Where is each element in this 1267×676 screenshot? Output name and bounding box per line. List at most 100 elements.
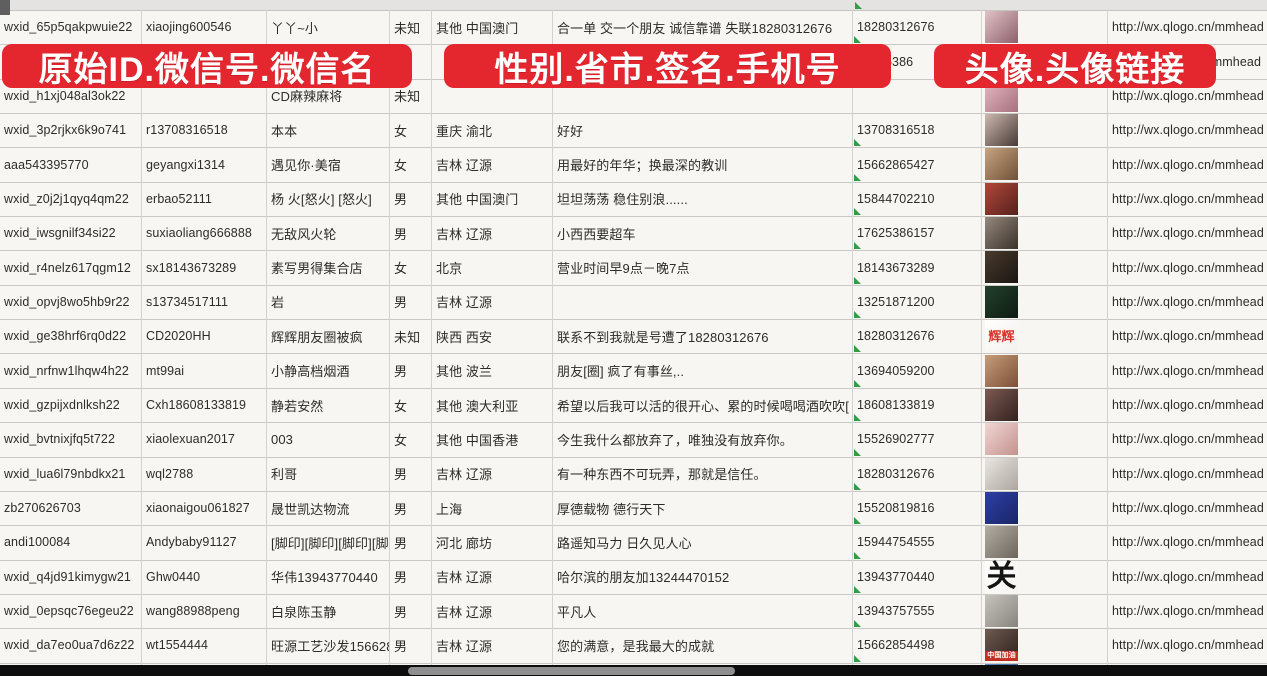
cell-gender[interactable]: 男: [390, 284, 432, 320]
cell-nickname[interactable]: 素写男得集合店: [267, 250, 390, 285]
cell-gender[interactable]: 男: [390, 216, 432, 251]
cell-original-id[interactable]: wxid_lua6l79nbdkx21: [0, 456, 142, 491]
cell-original-id[interactable]: wxid_iwsgnilf34si22: [0, 216, 142, 251]
cell-phone[interactable]: 18143673289: [853, 250, 982, 285]
cell-phone[interactable]: 15662854498: [853, 628, 982, 663]
cell-original-id[interactable]: wxid_z0j2j1qyq4qm22: [0, 181, 142, 217]
cell-gender[interactable]: 女: [390, 250, 432, 285]
cell-gender[interactable]: 男: [390, 525, 432, 560]
cell-region[interactable]: 吉林 辽源: [432, 593, 553, 629]
cell-nickname[interactable]: 丫丫~小: [267, 10, 390, 45]
cell-avatar[interactable]: [982, 147, 1108, 182]
cell-avatar-link[interactable]: http://wx.qlogo.cn/mmhead: [1108, 491, 1267, 525]
cell-avatar[interactable]: [982, 387, 1108, 423]
cell-avatar[interactable]: [982, 113, 1108, 148]
cell-signature[interactable]: 路遥知马力 日久见人心: [553, 525, 853, 560]
cell-region[interactable]: [432, 78, 553, 114]
cell-region[interactable]: 吉林 辽源: [432, 628, 553, 663]
cell-avatar[interactable]: [982, 353, 1108, 388]
cell-gender[interactable]: 男: [390, 490, 432, 526]
cell-nickname[interactable]: CD麻辣麻将: [267, 78, 390, 114]
cell-avatar[interactable]: [982, 216, 1108, 251]
cell-original-id[interactable]: wxid_opvj8wo5hb9r22: [0, 284, 142, 320]
cell-signature[interactable]: 合一单 交一个朋友 诚信靠谱 失联18280312676: [553, 10, 853, 45]
cell-signature[interactable]: 平凡人: [553, 593, 853, 629]
cell-region[interactable]: 重庆 渝北: [432, 113, 553, 148]
cell-original-id[interactable]: wxid_da7eo0ua7d6z22: [0, 628, 142, 663]
cell-gender[interactable]: 未知: [390, 10, 432, 45]
cell-gender[interactable]: [390, 44, 432, 79]
cell-gender[interactable]: 女: [390, 422, 432, 457]
cell-wechat-id[interactable]: sx18143673289: [142, 250, 267, 285]
cell-gender[interactable]: 未知: [390, 319, 432, 354]
cell-avatar-link[interactable]: http://wx.qlogo.cn/mmhead: [1108, 182, 1267, 216]
cell-region[interactable]: 陕西 西安: [432, 319, 553, 354]
cell-signature[interactable]: 有一种东西不可玩弄，那就是信任。: [553, 456, 853, 491]
cell-wechat-id[interactable]: xiaolexuan2017: [142, 422, 267, 457]
cell-signature[interactable]: 坦坦荡荡 稳住别浪......: [553, 181, 853, 217]
cell-gender[interactable]: 男: [390, 181, 432, 217]
cell-avatar[interactable]: [982, 10, 1108, 45]
cell-region[interactable]: 其他 中国香港: [432, 422, 553, 457]
cell-original-id[interactable]: wxid_gzpijxdnlksh22: [0, 387, 142, 423]
cell-gender[interactable]: 女: [390, 113, 432, 148]
cell-avatar-link[interactable]: http://wx.qlogo.cn/mmhead: [1108, 216, 1267, 250]
cell-avatar[interactable]: 辉辉: [982, 319, 1108, 354]
cell-region[interactable]: 其他 澳大利亚: [432, 387, 553, 423]
cell-avatar[interactable]: [982, 490, 1108, 526]
cell-signature[interactable]: 厚德载物 德行天下: [553, 490, 853, 526]
cell-region[interactable]: 其他 波兰: [432, 353, 553, 388]
cell-nickname[interactable]: 无敌风火轮: [267, 216, 390, 251]
cell-signature[interactable]: 小西西要超车: [553, 216, 853, 251]
cell-gender[interactable]: 男: [390, 353, 432, 388]
cell-original-id[interactable]: wxid_bvtnixjfq5t722: [0, 422, 142, 457]
cell-signature[interactable]: 营业时间早9点－晚7点: [553, 250, 853, 285]
cell-signature[interactable]: 今生我什么都放弃了，唯独没有放弃你。: [553, 422, 853, 457]
cell-wechat-id[interactable]: Cxh18608133819: [142, 387, 267, 423]
cell-avatar-link[interactable]: http://wx.qlogo.cn/mmhead: [1108, 388, 1267, 422]
cell-avatar[interactable]: 中国加油: [982, 628, 1108, 663]
cell-avatar[interactable]: [982, 593, 1108, 629]
cell-avatar-link[interactable]: http://wx.qlogo.cn/mmhead: [1108, 525, 1267, 559]
cell-wechat-id[interactable]: wql2788: [142, 456, 267, 491]
cell-avatar-link[interactable]: http://wx.qlogo.cn/mmhead: [1108, 560, 1267, 594]
cell-avatar[interactable]: [982, 284, 1108, 320]
cell-signature[interactable]: 哈尔滨的朋友加13244470152: [553, 559, 853, 594]
cell-original-id[interactable]: wxid_3p2rjkx6k9o741: [0, 113, 142, 148]
cell-avatar-link[interactable]: http://wx.qlogo.cn/mmhead: [1108, 113, 1267, 147]
cell-phone[interactable]: 18280312676: [853, 10, 982, 45]
cell-phone[interactable]: 17625386157: [853, 216, 982, 251]
cell-region[interactable]: 北京: [432, 250, 553, 285]
cell-original-id[interactable]: wxid_h1xj048al3ok22: [0, 78, 142, 114]
cell-wechat-id[interactable]: wt1554444: [142, 628, 267, 663]
cell-nickname[interactable]: 华伟13943770440: [267, 559, 390, 594]
cell-gender[interactable]: 男: [390, 593, 432, 629]
cell-avatar-link[interactable]: http://wx.qlogo.cn/mmhead: [1108, 628, 1267, 662]
cell-nickname[interactable]: 小静高档烟酒: [267, 353, 390, 388]
cell-nickname[interactable]: 杨 火[怒火] [怒火]: [267, 181, 390, 217]
cell-signature[interactable]: 您的满意，是我最大的成就: [553, 628, 853, 663]
cell-wechat-id[interactable]: CD2020HH: [142, 319, 267, 354]
cell-avatar[interactable]: [982, 181, 1108, 217]
cell-phone[interactable]: 13694059200: [853, 353, 982, 388]
cell-gender[interactable]: 男: [390, 559, 432, 594]
cell-nickname[interactable]: 晟世凯达物流: [267, 490, 390, 526]
cell-phone[interactable]: 13943770440: [853, 559, 982, 594]
cell-avatar-link[interactable]: http://wx.qlogo.cn/mmhead: [1108, 285, 1267, 319]
cell-wechat-id[interactable]: xiaonaigou061827: [142, 490, 267, 526]
cell-wechat-id[interactable]: Ghw0440: [142, 559, 267, 594]
cell-nickname[interactable]: 利哥: [267, 456, 390, 491]
cell-phone[interactable]: 18280312676: [853, 319, 982, 354]
cell-region[interactable]: 河北 廊坊: [432, 525, 553, 560]
cell-nickname[interactable]: 岩: [267, 284, 390, 320]
horizontal-scrollbar-handle[interactable]: [408, 667, 735, 675]
cell-region[interactable]: 吉林 辽源: [432, 456, 553, 491]
cell-wechat-id[interactable]: geyangxi1314: [142, 147, 267, 182]
cell-gender[interactable]: 未知: [390, 78, 432, 114]
cell-avatar-link[interactable]: http://wx.qlogo.cn/mmhead: [1108, 10, 1267, 44]
cell-avatar[interactable]: [982, 250, 1108, 285]
cell-wechat-id[interactable]: xiaojing600546: [142, 10, 267, 45]
cell-phone[interactable]: 15526902777: [853, 422, 982, 457]
cell-signature[interactable]: 好好: [553, 113, 853, 148]
cell-region[interactable]: 吉林 辽源: [432, 216, 553, 251]
